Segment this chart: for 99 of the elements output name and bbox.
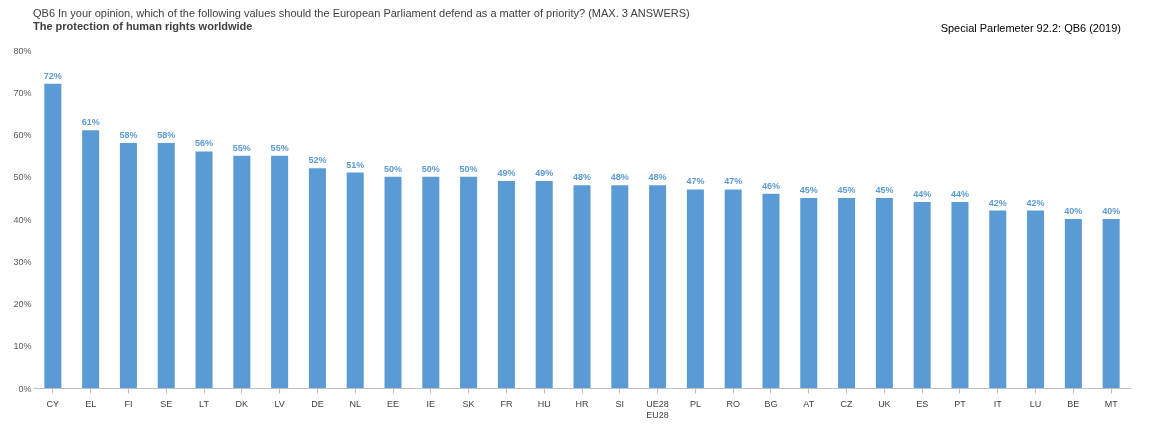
x-tick-label: UK: [878, 398, 891, 409]
bar: [346, 172, 364, 388]
data-label: 40%: [1102, 206, 1121, 216]
data-label: 56%: [195, 138, 214, 149]
bar: [308, 168, 326, 388]
y-tick-label: 60%: [13, 130, 32, 140]
x-tick-label: LV: [274, 398, 285, 409]
data-label: 50%: [384, 163, 403, 174]
bar: [233, 155, 251, 388]
bar: [989, 210, 1007, 388]
data-label: 55%: [232, 142, 251, 153]
text: Special Parlemeter 92.2: QB6 (2019): [940, 22, 1121, 34]
bar: [724, 189, 742, 388]
bar: [119, 142, 137, 388]
x-tick-label: HU: [537, 398, 551, 409]
data-label: 52%: [308, 155, 327, 166]
x-tick-label: LT: [199, 398, 210, 409]
y-tick-label: 10%: [13, 341, 32, 352]
data-label: 58%: [157, 129, 176, 140]
x-tick-label: SI: [615, 398, 625, 409]
bar: [838, 197, 856, 388]
x-tick-label: MT: [1104, 398, 1119, 409]
data-label: 40%: [1064, 206, 1083, 216]
x-tick-label: RO: [726, 398, 740, 409]
x-tick-label: FR: [500, 398, 513, 409]
data-label: 58%: [119, 129, 138, 140]
bar: [82, 130, 100, 388]
y-tick-label: 40%: [13, 214, 32, 225]
data-label: 49%: [497, 167, 516, 178]
bar: [422, 176, 440, 388]
bar: [762, 193, 780, 388]
bar: [800, 197, 818, 388]
bar: [573, 185, 591, 388]
data-label: 50%: [421, 163, 440, 174]
bar: [951, 202, 969, 388]
bar: [497, 180, 515, 388]
data-label: 61%: [81, 117, 100, 128]
x-tick-label: EL: [85, 398, 97, 409]
x-tick-label: HR: [575, 398, 589, 409]
x-tick-label: IT: [993, 398, 1003, 409]
y-tick-label: 80%: [13, 45, 32, 56]
bar: [384, 176, 402, 388]
x-tick-label: DE: [311, 398, 324, 409]
bar: [157, 142, 175, 388]
x-tick-label: SK: [462, 398, 475, 409]
data-label: 44%: [950, 189, 969, 200]
data-label: 46%: [761, 180, 780, 191]
bar: [535, 180, 553, 388]
bar: [1064, 219, 1082, 388]
bar: [913, 202, 931, 388]
x-tick-label: EE: [387, 398, 400, 409]
chart-subtitle: The protection of human rights worldwide: [33, 20, 253, 32]
data-label: 48%: [648, 172, 667, 183]
data-label: 45%: [799, 184, 818, 195]
y-tick-label: 30%: [13, 256, 32, 267]
bar: [460, 176, 478, 388]
x-tick-label: SE: [160, 398, 173, 409]
bar: [611, 185, 629, 388]
x-tick-label: UE28 EU28: [646, 398, 669, 420]
data-label: 42%: [988, 197, 1007, 208]
x-tick-label: CZ: [840, 398, 854, 409]
chart-title: QB6 In your opinion, which of the following values should the European Parliament defend as a matter of priority? (MAX. 3 ANSWERS): [33, 7, 690, 19]
data-label: 48%: [572, 172, 592, 183]
data-label: 51%: [346, 159, 365, 170]
data-label: 49%: [535, 167, 554, 178]
bar: [195, 151, 213, 388]
x-tick-label: BG: [764, 398, 778, 409]
x-tick-label: CY: [46, 398, 60, 409]
data-label: 42%: [1026, 197, 1045, 208]
x-tick-label: LU: [1029, 398, 1042, 409]
data-label: 44%: [913, 189, 932, 200]
data-label: 47%: [686, 176, 705, 187]
data-label: 48%: [610, 172, 629, 183]
x-tick-label: BE: [1067, 398, 1080, 409]
x-tick-label: FI: [124, 398, 133, 409]
y-tick-label: 50%: [13, 172, 32, 183]
x-tick-label: PL: [689, 398, 701, 409]
x-tick-label: IE: [426, 398, 436, 409]
data-label: 72%: [43, 70, 62, 81]
bar: [686, 189, 704, 388]
x-tick-label: AT: [803, 398, 815, 409]
x-tick-label: ES: [916, 398, 929, 409]
bar: [271, 155, 289, 388]
bar: [1102, 219, 1120, 388]
data-label: 45%: [837, 184, 856, 195]
y-tick-label: 70%: [13, 87, 32, 98]
x-tick-label: NL: [349, 398, 361, 409]
data-label: 45%: [875, 184, 894, 195]
x-tick-label: PT: [954, 398, 967, 409]
data-label: 50%: [459, 163, 478, 174]
bar: [1027, 210, 1045, 388]
bar: [44, 83, 62, 388]
x-tick-label: DK: [235, 398, 249, 409]
bar: [875, 197, 893, 388]
y-tick-label: 20%: [13, 299, 32, 309]
data-label: 47%: [724, 176, 743, 187]
bar: [649, 185, 667, 388]
data-label: 55%: [270, 142, 289, 153]
y-tick-label: 0%: [18, 383, 32, 394]
